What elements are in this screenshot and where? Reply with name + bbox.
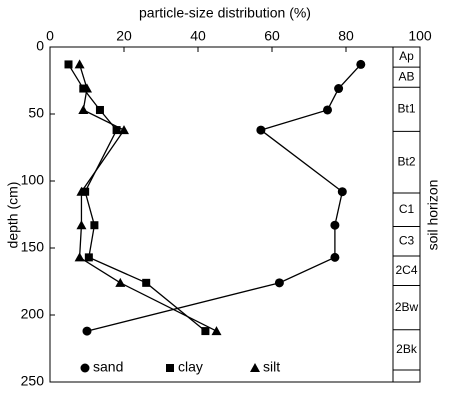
marker-circle (334, 84, 344, 94)
y-tick-label: 200 (21, 306, 45, 322)
legend-marker (80, 363, 90, 373)
x-tick-label: 40 (190, 28, 206, 44)
x-tick-label: 0 (46, 28, 54, 44)
x-tick-label: 100 (408, 28, 432, 44)
marker-triangle (74, 59, 85, 69)
marker-circle (330, 220, 340, 230)
y-tick-label: 150 (21, 239, 45, 255)
marker-square (81, 187, 90, 196)
x-tick-label: 20 (116, 28, 132, 44)
marker-triangle (76, 220, 87, 230)
horizon-label: C3 (399, 233, 415, 247)
y-tick-label: 250 (21, 373, 45, 389)
marker-square (79, 84, 88, 93)
legend-marker (250, 363, 260, 372)
marker-triangle (76, 186, 87, 196)
marker-square (90, 221, 99, 230)
marker-triangle (82, 83, 92, 93)
x-tick-label: 80 (338, 28, 354, 44)
horizon-label: C1 (399, 202, 415, 216)
plot-frame (49, 46, 421, 383)
marker-circle (337, 187, 347, 197)
horizon-label: Bt1 (397, 101, 415, 115)
y-tick-label: 0 (36, 38, 44, 54)
horizon-label: Ap (399, 49, 414, 63)
marker-square (142, 278, 151, 287)
series-line (86, 63, 362, 332)
marker-circle (256, 125, 266, 135)
horizon-label: 2Bk (396, 342, 418, 356)
series-line (78, 64, 217, 332)
horizon-label: 2Bw (395, 300, 419, 314)
y-axis-title: depth (cm) (5, 182, 21, 249)
horizon-label: AB (398, 69, 414, 83)
legend-label: sand (93, 359, 123, 375)
marker-square (64, 60, 73, 69)
horizon-label: Bt2 (397, 154, 415, 168)
marker-square (112, 126, 121, 135)
marker-circle (330, 252, 340, 262)
marker-circle (323, 105, 332, 115)
legend-marker (166, 364, 174, 372)
marker-triangle (78, 104, 89, 114)
y-tick-label: 50 (28, 105, 44, 121)
marker-triangle (115, 277, 126, 287)
marker-square (201, 327, 210, 336)
y2-axis-title: soil horizon (425, 180, 441, 251)
marker-circle (356, 59, 366, 69)
y-tick-label: 100 (21, 172, 45, 188)
marker-triangle (119, 125, 129, 135)
marker-circle (82, 326, 92, 336)
marker-triangle (74, 252, 85, 262)
x-axis-title: particle-size distribution (%) (139, 5, 311, 21)
marker-circle (274, 278, 284, 288)
x-tick-label: 60 (264, 28, 280, 44)
legend-label: silt (263, 359, 280, 375)
marker-square (95, 105, 104, 114)
marker-triangle (211, 326, 222, 336)
horizon-label: 2C4 (395, 263, 417, 277)
legend-label: clay (178, 359, 203, 375)
marker-square (84, 253, 93, 262)
